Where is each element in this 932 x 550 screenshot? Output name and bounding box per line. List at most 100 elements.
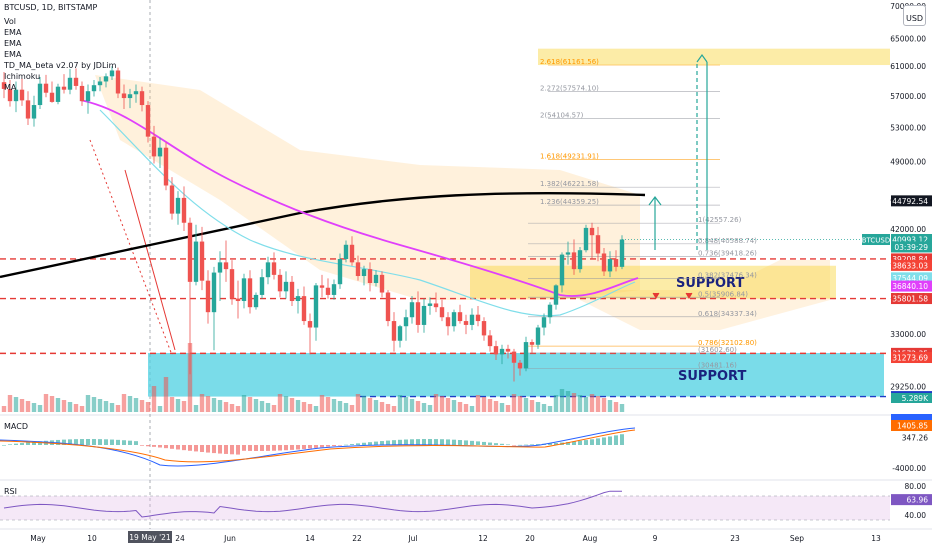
volume-bar — [235, 406, 241, 412]
indicator-legend-item[interactable]: MA — [4, 83, 17, 92]
volume-bar — [379, 402, 385, 412]
macd-histogram-bar — [242, 445, 246, 451]
candle-body — [19, 89, 25, 101]
price-tag: 03:39:29 — [891, 241, 932, 253]
candle-body — [91, 85, 97, 92]
currency-button[interactable]: USD — [903, 5, 927, 26]
volume-bar — [91, 397, 97, 412]
volume-bar — [139, 400, 145, 412]
rsi-tag-label: 63.96 — [907, 496, 929, 505]
volume-bar — [73, 404, 79, 412]
macd-histogram-bar — [422, 439, 426, 445]
candle-body — [445, 317, 451, 327]
candle-body — [415, 302, 421, 325]
price-tag-bg — [891, 352, 932, 364]
y-axis-tick-label: 49000.00 — [890, 158, 926, 167]
volume-bar — [475, 395, 481, 412]
macd-histogram-bar — [578, 440, 582, 445]
volume-bar — [397, 395, 403, 412]
volume-bar — [595, 396, 601, 412]
candle-body — [151, 136, 157, 157]
fib-level-label: 1(42557.26) — [698, 216, 742, 224]
fib-level-label: 2.272(57574.10) — [540, 84, 599, 92]
macd-histogram-bar — [536, 444, 540, 445]
indicator-legend-item[interactable]: EMA — [4, 39, 22, 48]
candle-body — [583, 227, 589, 251]
fib-level-label: 1.382(46221.58) — [540, 180, 599, 188]
candle-body — [127, 94, 133, 99]
volume-bar — [403, 397, 409, 412]
volume-bar — [175, 399, 181, 412]
macd-histogram-bar — [464, 440, 468, 445]
candle-body — [7, 88, 13, 102]
macd-histogram-bar — [266, 445, 270, 451]
macd-histogram-bar — [218, 445, 222, 454]
macd-pane-label: MACD — [4, 422, 28, 431]
candle-body — [193, 241, 199, 282]
macd-histogram-bar — [176, 445, 180, 450]
candle-body — [271, 262, 277, 275]
volume-bar — [277, 394, 283, 412]
candle-body — [529, 342, 535, 345]
macd-histogram-bar — [584, 440, 588, 445]
macd-histogram-bar — [14, 443, 18, 445]
volume-bar — [271, 405, 277, 412]
macd-histogram-bar — [302, 445, 306, 449]
macd-signal-line — [0, 429, 636, 463]
ichimoku-cloud — [95, 75, 640, 300]
macd-histogram-bar — [92, 439, 96, 445]
volume-bar — [571, 393, 577, 412]
volume-bar — [247, 397, 253, 412]
candle-body — [295, 296, 301, 302]
macd-histogram-bar — [188, 445, 192, 451]
volume-bar — [211, 398, 217, 412]
volume-bar — [43, 394, 49, 412]
volume-bar — [619, 404, 625, 412]
macd-histogram-bar — [224, 445, 228, 454]
candle-body — [571, 252, 577, 270]
candle-body — [241, 278, 247, 302]
macd-histogram-bar — [410, 439, 414, 445]
volume-bar — [541, 404, 547, 412]
candle-body — [385, 292, 391, 322]
x-axis-tick-label: 22 — [352, 534, 362, 543]
volume-bar — [25, 401, 31, 412]
macd-histogram-bar — [512, 445, 516, 446]
macd-histogram-bar — [38, 441, 42, 445]
macd-histogram-bar — [26, 442, 30, 445]
candle-body — [523, 342, 529, 369]
indicator-legend-item[interactable]: EMA — [4, 28, 22, 37]
price-tag-label: 39208.84 — [892, 255, 928, 264]
macd-histogram-bar — [284, 445, 288, 451]
volume-bar — [613, 402, 619, 412]
volume-bar — [421, 403, 427, 412]
macd-histogram-bar — [98, 439, 102, 445]
macd-histogram-bar — [350, 444, 354, 445]
candle-body — [103, 76, 109, 82]
volume-bar — [325, 397, 331, 412]
indicator-legend-item[interactable]: Ichimoku — [4, 72, 41, 81]
macd-histogram-bar — [170, 445, 174, 449]
rsi-band — [0, 496, 890, 520]
volume-bar — [37, 405, 43, 412]
x-axis-tick-label: 12 — [478, 534, 488, 543]
price-tag-label: 35801.58 — [892, 295, 928, 304]
candle-body — [607, 259, 613, 272]
volume-bar — [373, 400, 379, 412]
price-tag: 38633.03 — [891, 259, 932, 271]
macd-tag-label: 347.26 — [902, 434, 928, 443]
macd-histogram-bar — [518, 444, 522, 446]
ichimoku-cloud-future — [560, 260, 830, 330]
price-tag-label: 44792.54 — [892, 197, 928, 206]
candle-body — [487, 335, 493, 347]
indicator-legend-item[interactable]: Vol — [4, 17, 16, 26]
volume-tag-bg — [891, 393, 932, 403]
volume-bar — [49, 396, 55, 412]
candle-body — [397, 326, 403, 341]
volume-bar — [553, 395, 559, 412]
indicator-legend-item[interactable]: TD_MA_beta v2.07 by JDLim — [4, 61, 117, 70]
indicator-legend-item[interactable]: EMA — [4, 50, 22, 59]
volume-bar — [7, 395, 13, 412]
